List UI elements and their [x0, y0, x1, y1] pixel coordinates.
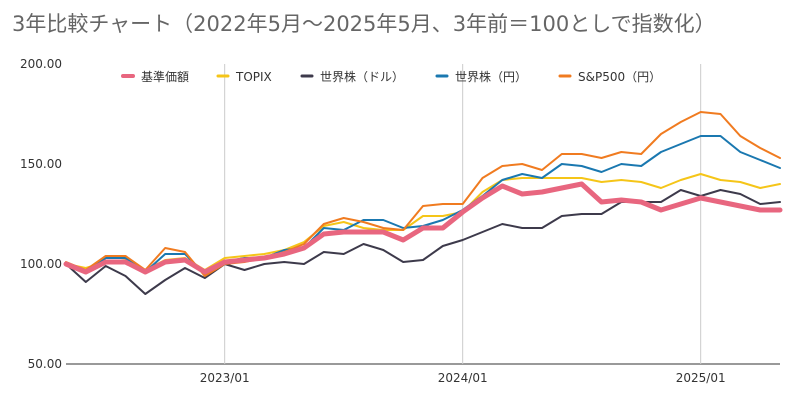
- legend-item: 世界株（ドル）: [300, 69, 404, 84]
- legend-label: 基準価額: [141, 69, 189, 84]
- x-tick-label: 2024/01: [438, 371, 488, 385]
- legend-label: S&P500（円）: [578, 70, 661, 84]
- y-tick-label: 50.00: [28, 357, 62, 371]
- legend-item: 世界株（円）: [435, 69, 527, 84]
- legend-label: TOPIX: [235, 70, 272, 84]
- chart-title: 3年比較チャート（2022年5月～2025年5月、3年前＝100としで指数化）: [12, 12, 716, 36]
- legend-label: 世界株（円）: [455, 69, 527, 84]
- x-tick-label: 2023/01: [200, 371, 250, 385]
- y-axis: 50.00 100.00 150.00 200.00: [20, 57, 62, 371]
- y-tick-label: 200.00: [20, 57, 62, 71]
- series-line-2: [65, 189, 781, 295]
- legend-item: TOPIX: [216, 70, 272, 84]
- series-lines: [63, 111, 783, 295]
- legend-item: S&P500（円）: [558, 70, 661, 84]
- y-tick-label: 100.00: [20, 257, 62, 271]
- legend-item: 基準価額: [121, 69, 189, 84]
- legend: 基準価額 TOPIX 世界株（ドル） 世界株（円） S&P500（円）: [121, 69, 661, 84]
- y-tick-label: 150.00: [20, 157, 62, 171]
- x-tick-label: 2025/01: [676, 371, 726, 385]
- series-line-0: [63, 181, 783, 275]
- legend-label: 世界株（ドル）: [320, 69, 404, 84]
- series-line-4: [65, 111, 781, 277]
- x-axis: 2023/01 2024/01 2025/01: [200, 371, 726, 385]
- series-line-1: [65, 173, 781, 271]
